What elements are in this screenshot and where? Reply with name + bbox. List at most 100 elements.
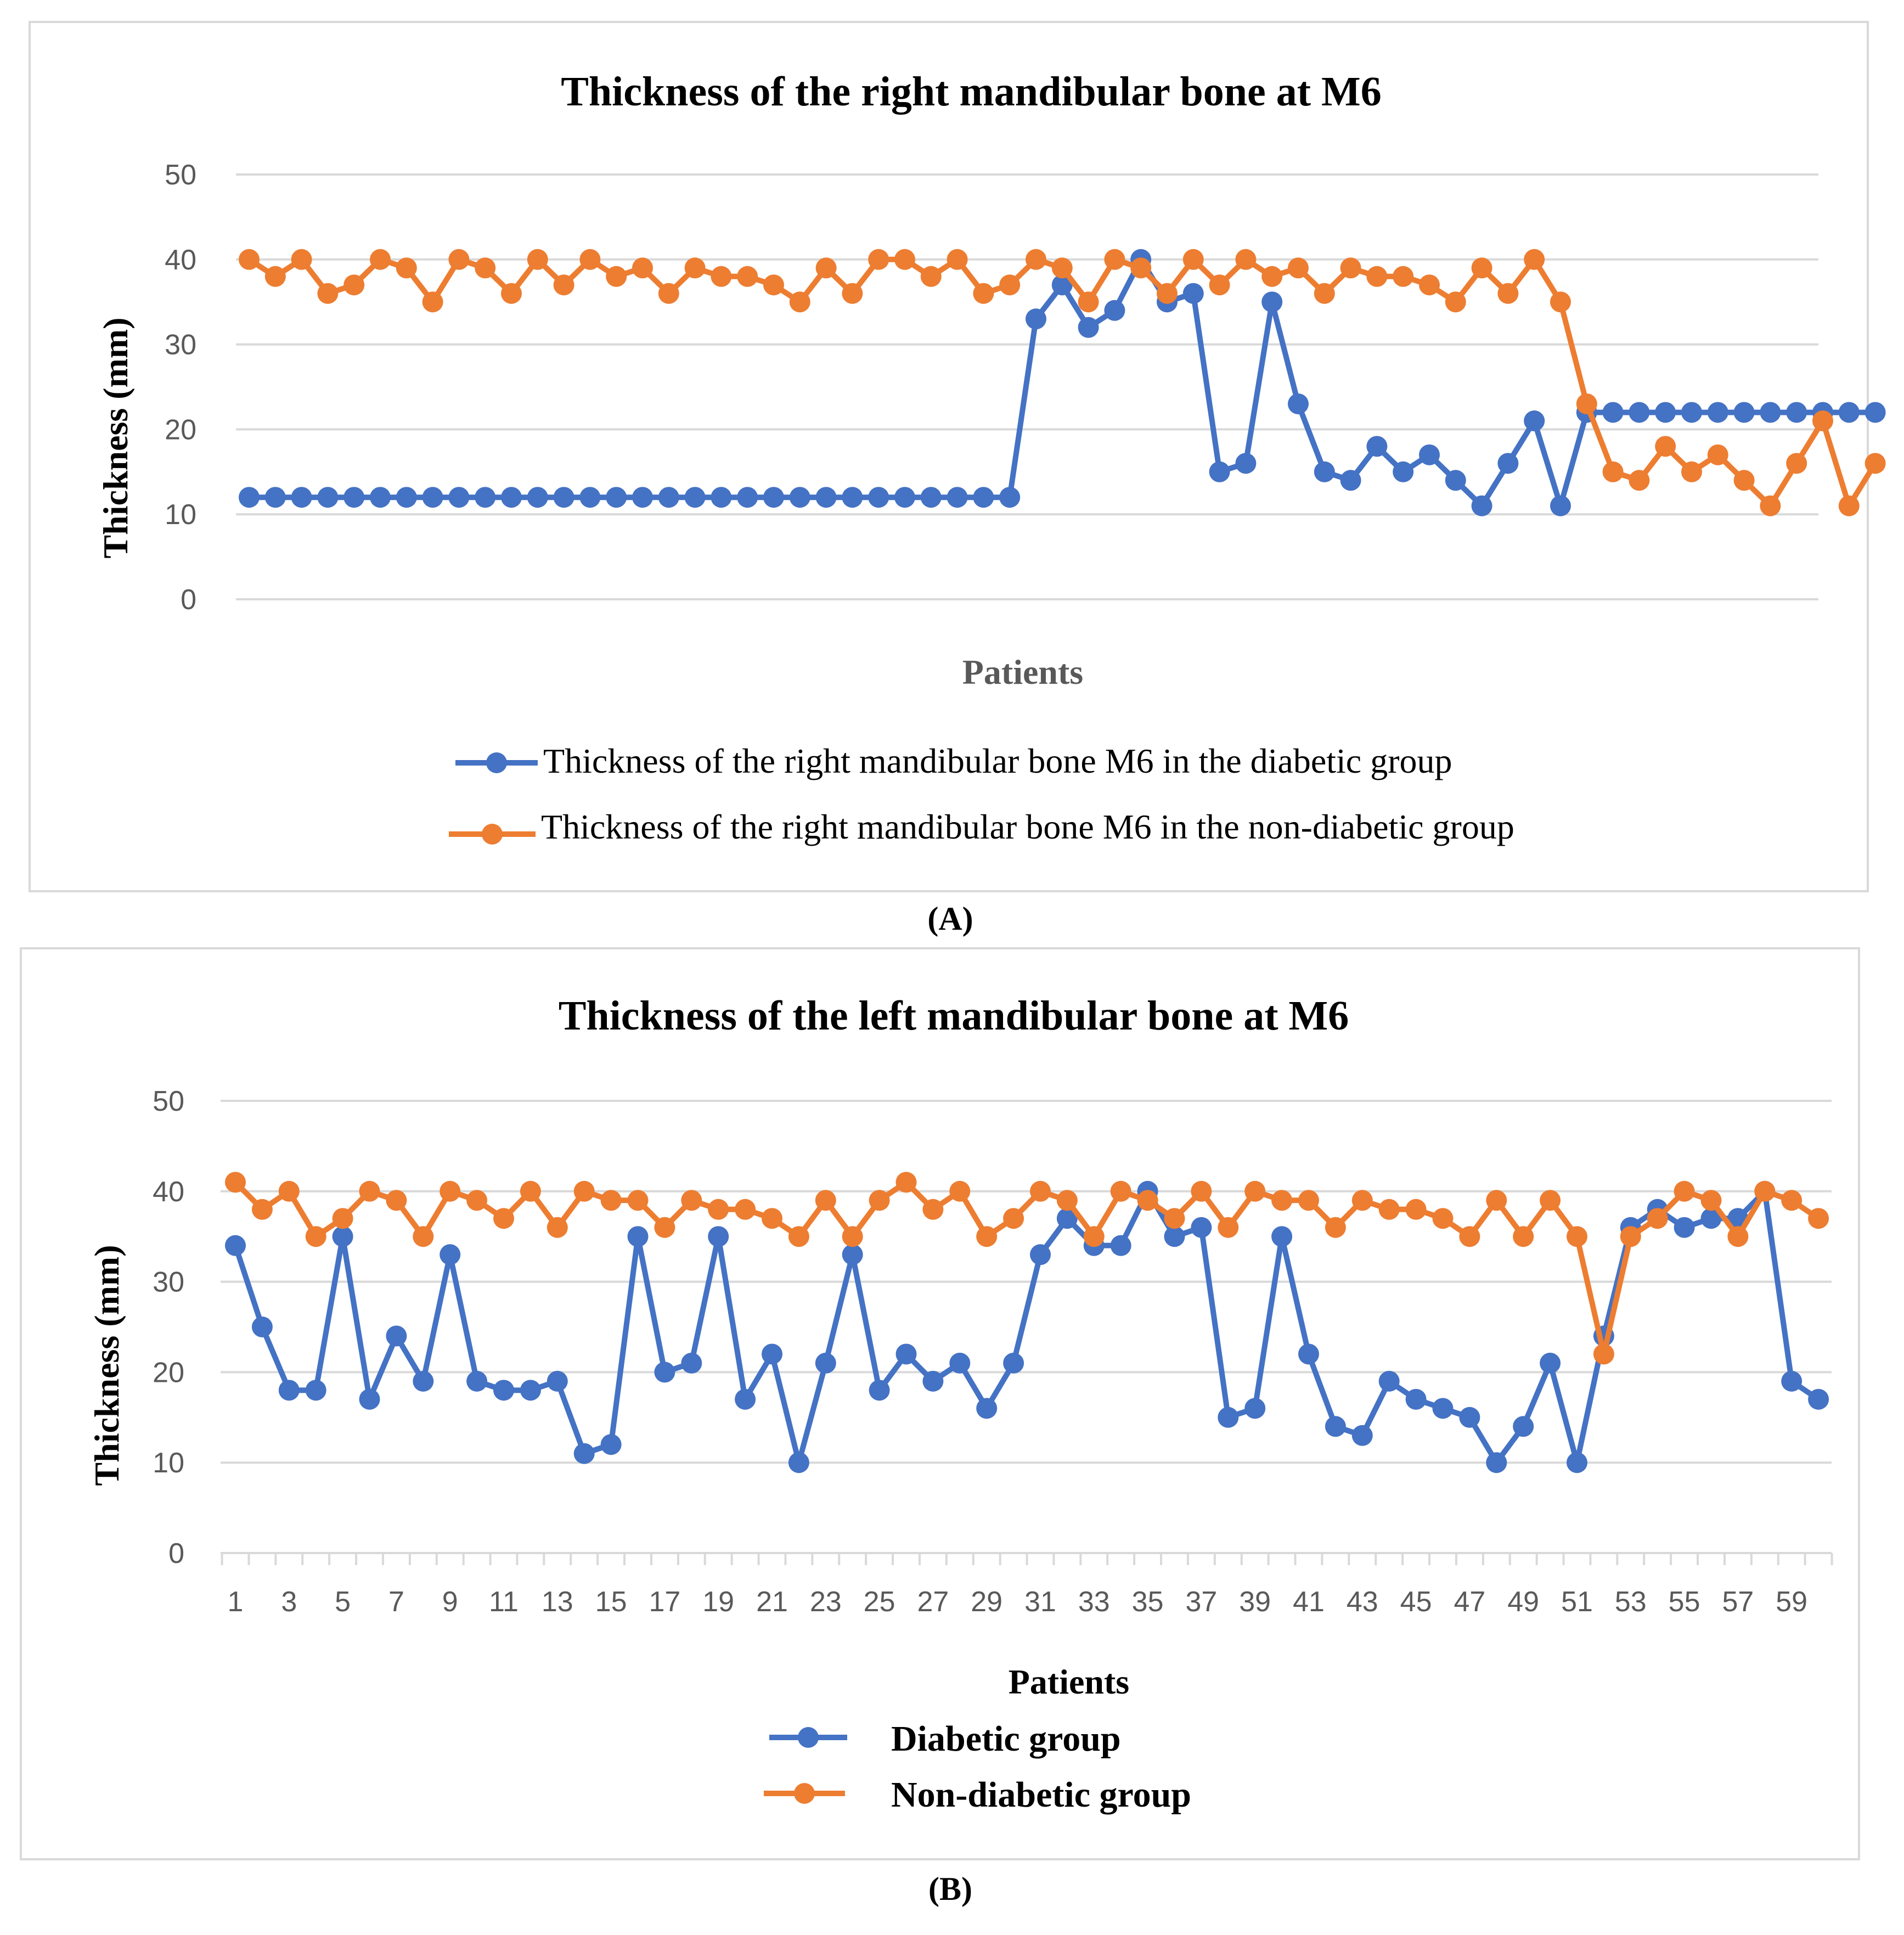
chart-a-y-tick-label: 20 [165, 414, 196, 446]
chart-a-y-tick-label: 50 [165, 159, 196, 191]
chart-a-series-1-point [501, 283, 522, 304]
chart-a-title: Thickness of the right mandibular bone a… [561, 69, 1382, 115]
chart-a-series-0-point [527, 487, 548, 508]
chart-a-series-0-point [553, 487, 574, 508]
chart-b-series-1-point [1808, 1208, 1829, 1229]
chart-a-series-1-point [606, 266, 627, 287]
chart-a-series-1-point [1157, 283, 1178, 304]
chart-b-series-1-point [573, 1180, 595, 1202]
chart-a-series-1-point [1261, 266, 1283, 287]
chart-a-series-1-point [1182, 249, 1204, 270]
chart-b-series-1-point [1351, 1190, 1373, 1211]
chart-b-series-0-point [413, 1370, 434, 1392]
chart-a-series-1-point [448, 249, 470, 270]
chart-a-series-0-point [291, 487, 312, 508]
chart-b-series-0-point [225, 1235, 246, 1256]
chart-a-series-0-point [264, 487, 286, 508]
chart-b-series-1-point [1378, 1199, 1400, 1220]
chart-a-series-1-point [1497, 283, 1519, 304]
chart-b-series-1-point [627, 1190, 649, 1211]
chart-a-series-0-point [1026, 308, 1046, 330]
chart-a-series-0-point [999, 487, 1021, 508]
chart-b-series-1-point [1674, 1180, 1695, 1202]
chart-b-x-tick-label: 27 [917, 1586, 949, 1618]
chart-a-series-0-point [737, 487, 758, 508]
chart-a-series-1-point [370, 249, 391, 270]
chart-b-x-tick-label: 19 [702, 1586, 734, 1618]
chart-b-series-1-point [735, 1199, 756, 1220]
chart-b-series-1-point [895, 1172, 917, 1193]
chart-panel-a [29, 21, 1869, 892]
chart-b-series-0-point [1030, 1244, 1051, 1265]
chart-a-series-1-point [1026, 249, 1046, 270]
chart-a-series-0-point [658, 487, 679, 508]
chart-b-series-0-point [895, 1343, 917, 1365]
chart-a-series-1-point [1576, 393, 1597, 414]
chart-b-series-0-point [842, 1244, 863, 1265]
chart-b-x-tick-label: 39 [1239, 1586, 1271, 1618]
chart-a-series-1-point [1130, 257, 1152, 279]
chart-a-series-1-point [842, 283, 863, 304]
chart-b-series-1-point [520, 1180, 541, 1202]
chart-b-x-tick-label: 37 [1185, 1586, 1217, 1618]
chart-b-x-tick-label: 5 [335, 1586, 351, 1618]
chart-a-y-tick-label: 40 [165, 244, 196, 276]
chart-a-series-0-point [1760, 402, 1781, 423]
chart-b-series-1-point [1083, 1226, 1105, 1247]
chart-b-x-tick-label: 55 [1669, 1586, 1700, 1618]
chart-b-x-tick-label: 53 [1615, 1586, 1647, 1618]
chart-b-series-0-point [1432, 1398, 1454, 1419]
chart-a-series-line-1 [247, 256, 1878, 509]
chart-b-series-0-point [922, 1370, 944, 1392]
chart-panel-b [20, 947, 1860, 1860]
chart-b-series-1-point [815, 1190, 836, 1211]
chart-b-series-1-point [788, 1226, 809, 1247]
chart-a-series-1-point [527, 249, 548, 270]
chart-a-series-0-point [1838, 402, 1860, 423]
chart-b-series-1-point [1540, 1190, 1561, 1211]
chart-a-series-1-point [920, 266, 942, 287]
chart-b-series-0-point [386, 1325, 407, 1347]
chart-a-series-1-point [737, 266, 758, 287]
chart-b-series-1-point [278, 1180, 300, 1202]
chart-b-legend-swatch-diabetic-marker [798, 1727, 819, 1748]
chart-b-series-1-point [1432, 1208, 1454, 1229]
chart-a-series-1-point [1366, 266, 1388, 287]
chart-b-series-1-point [1781, 1190, 1802, 1211]
chart-a-series-0-point [1550, 495, 1571, 516]
chart-a-series-0-point [317, 487, 339, 508]
chart-a-series-0-point [947, 487, 968, 508]
chart-b-series-0-point [1191, 1217, 1212, 1238]
chart-b-series-1-point [1593, 1343, 1614, 1365]
chart-a-y-tick-label: 10 [165, 499, 196, 531]
chart-b-x-tick-label: 1 [228, 1586, 244, 1618]
chart-b-series-1-point [1405, 1199, 1427, 1220]
chart-a-series-0-point [1078, 317, 1099, 338]
chart-b-series-0-point [1674, 1217, 1695, 1238]
chart-a-series-0-point [1471, 495, 1492, 516]
chart-a-series-1-point [1078, 291, 1099, 313]
chart-b-y-tick-label: 50 [153, 1085, 184, 1117]
chart-b-series-1-point [1727, 1226, 1749, 1247]
chart-a-series-0-point [1864, 402, 1886, 423]
chart-a-series-0-point [789, 487, 810, 508]
chart-a-series-1-point [317, 283, 339, 304]
chart-b-x-tick-label: 41 [1293, 1586, 1325, 1618]
chart-a-series-1-point [1524, 249, 1545, 270]
chart-b-y-axis-title: Thickness (mm) [87, 1245, 126, 1486]
chart-a-series-0-point [868, 487, 889, 508]
chart-a-series-1-point [1393, 266, 1414, 287]
chart-b-series-1-point [1056, 1190, 1078, 1211]
chart-b-series-0-point [788, 1452, 809, 1473]
chart-b-series-0-point [1271, 1226, 1293, 1247]
chart-b-series-1-point [493, 1208, 514, 1229]
chart-b-series-0-point [359, 1388, 380, 1410]
chart-a-series-1-point [1288, 257, 1309, 279]
chart-a-series-0-point [1629, 402, 1650, 423]
chart-a-series-1-point [1602, 461, 1624, 482]
panel-label-a: (A) [927, 901, 973, 937]
chart-a-series-0-point [1182, 283, 1204, 304]
chart-b-series-1-point [762, 1208, 782, 1229]
chart-a-series-0-point [579, 487, 601, 508]
chart-b-series-0-point [440, 1244, 461, 1265]
